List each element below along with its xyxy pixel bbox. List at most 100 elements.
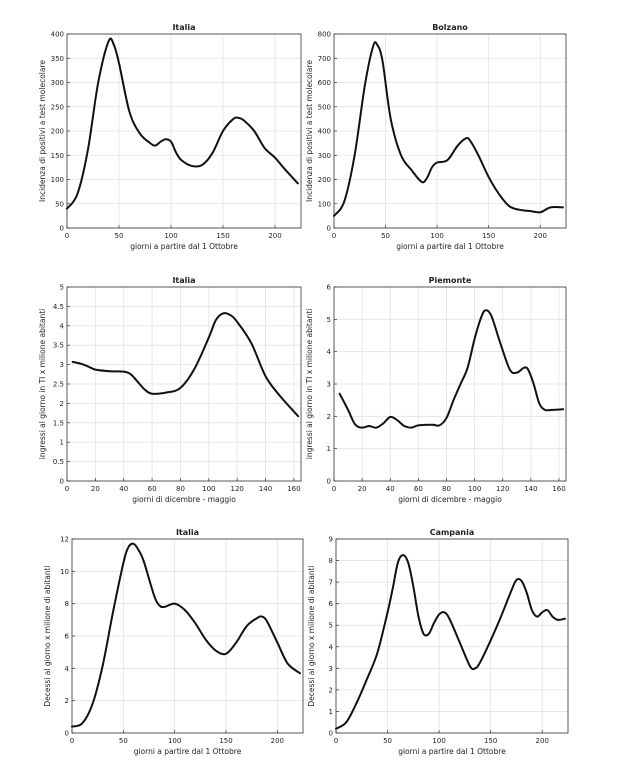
x-tick-label: 200 [271,737,284,745]
x-axis-label: giorni a partire dal 1 Ottobre [398,747,506,756]
y-tick-label: 2 [60,400,64,408]
series-line-1 [333,41,564,217]
y-tick-label: 0 [60,225,64,233]
chart-panel-3: 0 20 40 60 80 100 120 140 160 0 0.5 1 1.5 2 2.5 3 3.5 4 4.… [38,276,302,504]
y-tick-label: 6 [327,284,332,292]
x-axis-label: giorni di dicembre - maggio [132,495,236,504]
x-tick-label: 0 [334,737,338,745]
x-tick-label: 100 [164,232,177,240]
y-tick-label: 100 [318,200,331,208]
y-tick-label: 300 [51,79,64,87]
x-tick-label: 0 [332,232,336,240]
y-tick-label: 4 [60,322,65,330]
y-tick-label: 3 [329,665,333,673]
x-tick-label: 150 [482,232,495,240]
y-tick-label: 3 [327,381,331,389]
y-tick-label: 3.5 [53,342,64,350]
y-tick-label: 1 [327,445,331,453]
y-axis-label: Decessi al giorno x milione di abitanti [307,565,316,706]
x-tick-label: 200 [268,232,281,240]
x-tick-label: 200 [534,232,547,240]
y-tick-label: 2 [327,413,331,421]
x-tick-label: 160 [552,485,565,493]
series-line-1 [71,542,301,728]
plot-area [336,539,568,733]
x-tick-label: 160 [287,485,300,493]
y-tick-label: 8 [329,557,333,565]
x-tick-label: 140 [524,485,537,493]
series-line-1 [338,309,565,429]
chart-panel-4: 0 20 40 60 80 100 120 140 160 0 1 2 3 4 5 6 Piemonte gior… [305,276,567,504]
x-tick-label: 50 [119,737,128,745]
chart-title: Bolzano [432,23,468,32]
x-tick-label: 100 [468,485,481,493]
y-tick-label: 800 [318,31,331,39]
x-axis-label: giorni di dicembre - maggio [398,495,502,504]
y-tick-label: 1 [329,708,333,716]
y-axis-label: ingressi al giorno in TI x milione abita… [305,309,314,459]
x-tick-label: 150 [219,737,232,745]
chart-panel-1: 0 50 100 150 200 0 50 100 150 200 250 300 350 400 Ital… [38,23,302,251]
y-tick-label: 12 [60,536,69,544]
x-tick-label: 0 [332,485,336,493]
y-tick-label: 4 [65,665,70,673]
y-tick-label: 6 [329,600,334,608]
axes-frame [335,538,569,734]
y-tick-label: 0.5 [53,458,64,466]
x-axis-label: giorni a partire dal 1 Ottobre [396,242,504,251]
chart-panel-5: 0 50 100 150 200 0 2 4 6 8 10 12 Italia giorni a part… [43,528,304,756]
x-tick-label: 0 [65,485,69,493]
x-tick-label: 80 [442,485,451,493]
x-tick-label: 20 [91,485,100,493]
y-axis-label: ingressi al giorno in TI x milione abita… [38,309,47,459]
y-tick-label: 2.5 [53,381,64,389]
x-tick-label: 0 [65,232,69,240]
x-tick-label: 150 [216,232,229,240]
x-tick-label: 150 [484,737,497,745]
chart-title: Italia [176,528,199,537]
y-tick-label: 0 [329,730,333,738]
x-axis-label: giorni a partire dal 1 Ottobre [134,747,242,756]
chart-title: Piemonte [429,276,472,285]
x-tick-label: 20 [358,485,367,493]
y-tick-label: 250 [51,103,64,111]
x-tick-label: 100 [432,737,445,745]
y-tick-label: 600 [318,79,331,87]
x-tick-label: 120 [230,485,243,493]
y-tick-label: 9 [329,536,333,544]
chart-title: Campania [430,528,475,537]
y-tick-label: 1 [60,439,64,447]
x-tick-label: 50 [381,232,390,240]
y-tick-label: 1.5 [53,419,64,427]
x-tick-label: 120 [496,485,509,493]
y-tick-label: 200 [51,128,64,136]
y-axis-label: Incidenza di positivi a test molecolare [305,60,314,202]
x-axis-label: giorni a partire dal 1 Ottobre [130,242,238,251]
x-tick-label: 60 [148,485,157,493]
y-tick-label: 300 [318,152,331,160]
y-tick-label: 2 [329,686,333,694]
x-tick-label: 80 [176,485,185,493]
x-tick-label: 140 [259,485,272,493]
y-tick-label: 4.5 [53,303,64,311]
y-tick-label: 0 [60,478,64,486]
y-tick-label: 700 [318,55,331,63]
y-tick-label: 0 [327,478,331,486]
x-tick-label: 40 [119,485,128,493]
x-tick-label: 50 [383,737,392,745]
y-tick-label: 4 [329,643,334,651]
series-line-1 [335,554,566,730]
y-tick-label: 5 [327,316,331,324]
chart-title: Italia [172,23,195,32]
chart-panel-6: 0 50 100 150 200 0 1 2 3 4 5 6 7 8 9 Campania giorni a p… [307,528,569,756]
y-tick-label: 7 [329,579,333,587]
y-tick-label: 400 [51,31,64,39]
x-tick-label: 100 [168,737,181,745]
chart-panel-2: 0 50 100 150 200 0 100 200 300 400 500 600 700 800 Bol… [305,23,567,251]
y-tick-label: 200 [318,176,331,184]
y-axis-label: Incidenza di positivi a test molecolare [38,60,47,202]
y-tick-label: 150 [51,152,64,160]
y-tick-label: 350 [51,55,64,63]
y-tick-label: 5 [329,622,333,630]
